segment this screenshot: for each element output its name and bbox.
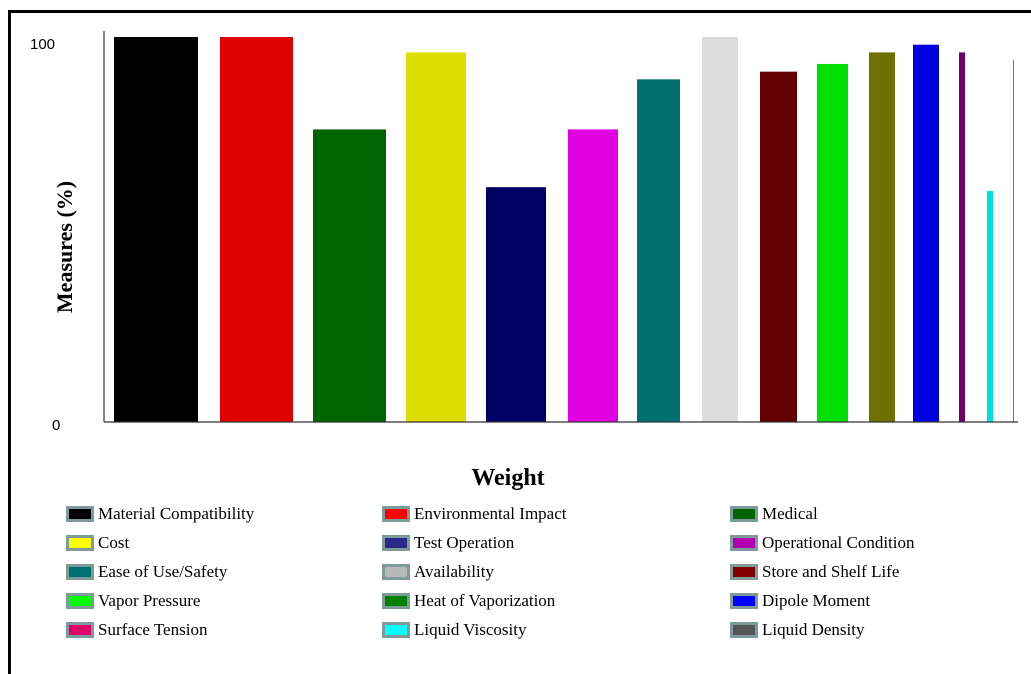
legend-label: Operational Condition [762,533,915,552]
bar-vapor-pressure [817,63,848,422]
legend-item: Cost [66,531,129,555]
bar-heat-of-vaporization [869,52,895,423]
legend-swatch [66,506,94,522]
legend-item: Heat of Vaporization [382,589,555,613]
legend-label: Availability [414,562,494,581]
legend-label: Dipole Moment [762,591,871,610]
legend-label: Cost [98,533,130,552]
legend-item: Vapor Pressure [66,589,200,613]
bar-medical [313,129,386,422]
legend-item: Environmental Impact [382,502,566,526]
legend-label: Vapor Pressure [98,591,201,610]
legend-item: Medical [730,502,818,526]
legend-label: Medical [762,504,818,523]
legend-label: Liquid Viscosity [414,620,527,639]
legend-label: Store and Shelf Life [762,562,900,581]
legend-label: Ease of Use/Safety [98,562,228,581]
chart-frame [8,10,1031,674]
bar-test-operation [486,187,546,422]
legend-label: Material Compatibility [98,504,255,523]
legend-swatch [730,564,758,580]
legend-item: Test Operation [382,531,514,555]
legend-item: Liquid Density [730,618,864,642]
bar-ease-of-use-safety [637,79,680,422]
legend-item: Availability [382,560,494,584]
legend-swatch [382,506,410,522]
bars-group [114,37,1014,423]
bar-material-compatibility [114,37,198,422]
x-axis-label: Weight [471,465,544,491]
legend-item: Operational Condition [730,531,915,555]
bar-surface-tension [959,52,965,423]
y-tick-label-0: 0 [52,417,60,434]
bar-operational-condition [568,129,618,422]
legend-item: Surface Tension [66,618,207,642]
y-axis-label: Measures (%) [52,181,77,313]
legend-label: Liquid Density [762,620,865,639]
legend-swatch [382,593,410,609]
legend-item: Liquid Viscosity [382,618,526,642]
legend-swatch [382,622,410,638]
legend-swatch [66,564,94,580]
legend-swatch [730,535,758,551]
bar-dipole-moment [913,44,939,422]
legend-swatch [730,593,758,609]
bar-liquid-density [1013,60,1014,422]
legend-item: Ease of Use/Safety [66,560,227,584]
legend-item: Store and Shelf Life [730,560,899,584]
legend-label: Surface Tension [98,620,208,639]
legend-label: Heat of Vaporization [414,591,556,610]
bar-environmental-impact [220,37,293,422]
legend-swatch [382,535,410,551]
legend-swatch [730,506,758,522]
legend-label: Environmental Impact [414,504,567,523]
legend-label: Test Operation [414,533,515,552]
legend-swatch [66,535,94,551]
y-tick-label-100: 100 [30,36,55,53]
legend-swatch [66,593,94,609]
bar-liquid-viscosity [987,191,993,422]
legend-item: Material Compatibility [66,502,254,526]
legend-swatch [66,622,94,638]
bar-availability [702,37,738,422]
bar-cost [406,52,466,423]
bar-store-and-shelf-life [760,71,797,423]
legend-swatch [730,622,758,638]
legend-item: Dipole Moment [730,589,870,613]
legend-swatch [382,564,410,580]
